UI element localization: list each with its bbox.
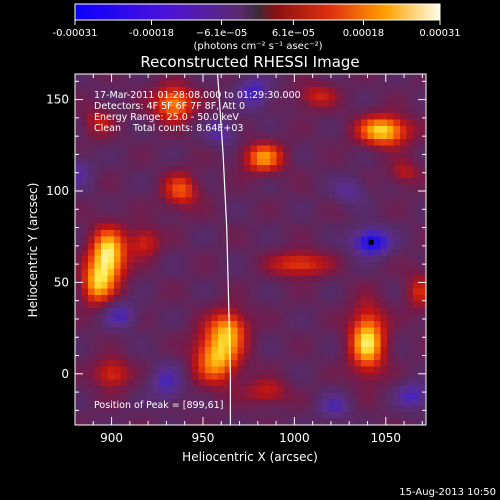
colorbar-tick-labels: -0.00031 -0.00018 −6.1e−05 6.1e−05 0.00018 0.… [53,28,461,39]
plot-frame [74,73,427,426]
axis-ticks: 900 950 1000 1050 0 50 100 150 [46,74,426,445]
y-tick-label: 0 [61,367,69,381]
annotation-total-counts: Clean Total counts: 8.64E+03 [94,123,243,134]
colorbar-tick-label: 0.00018 [343,28,384,39]
x-tick-label: 950 [192,431,215,445]
colorbar-tick-label: -0.00018 [129,28,174,39]
annotation-energy-range: Energy Range: 25.0 - 50.0 keV [94,112,239,123]
x-tick-label: 1000 [279,431,310,445]
colorbar [74,3,441,21]
timestamp: 15-Aug-2013 10:50 [399,487,496,498]
peak-position-label: Position of Peak = [899,61] [94,400,223,411]
solar-limb-line [217,74,231,425]
colorbar-tick-label: 6.1e−05 [272,28,315,39]
x-axis-label: Heliocentric X (arcsec) [182,450,318,464]
annotation-detectors: Detectors: 4F 5F 6F 7F 8F, Att 0 [94,101,245,112]
colorbar-unit-label: (photons cm⁻² s⁻¹ asec⁻²) [193,41,322,52]
y-tick-label: 150 [46,93,69,107]
y-axis-label: Heliocentric Y (arcsec) [26,183,40,318]
annotation-time-range: 17-Mar-2011 01:28:08.000 to 01:29:30.000 [94,90,301,101]
colorbar-ticks [74,20,441,25]
colorbar-tick-label: −6.1e−05 [196,28,248,39]
y-tick-label: 100 [46,184,69,198]
minimum-marker [368,239,374,245]
colorbar-tick-label: 0.00031 [419,28,460,39]
x-tick-label: 1050 [371,431,402,445]
y-tick-label: 50 [54,275,69,289]
x-tick-label: 900 [100,431,123,445]
chart-title: Reconstructed RHESSI Image [140,53,359,71]
annotation-block: 17-Mar-2011 01:28:08.000 to 01:29:30.000… [94,90,301,134]
colorbar-tick-label: -0.00031 [53,28,98,39]
heatmap-pixels [75,74,426,425]
